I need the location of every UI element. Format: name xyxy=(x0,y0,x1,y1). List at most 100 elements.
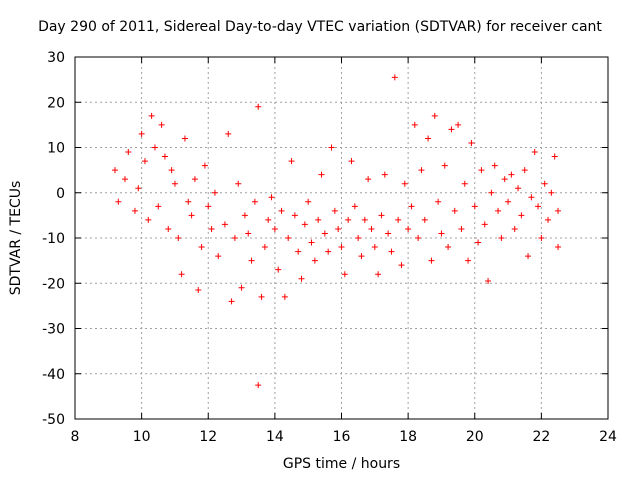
data-point xyxy=(498,235,505,241)
data-point xyxy=(325,248,332,255)
data-point xyxy=(445,244,452,251)
data-point xyxy=(438,230,445,237)
data-point xyxy=(368,225,375,232)
data-point xyxy=(241,212,248,219)
data-point xyxy=(235,180,242,187)
y-tick-label: -50 xyxy=(42,412,65,428)
data-point xyxy=(361,216,368,223)
data-point xyxy=(478,167,485,174)
data-point xyxy=(275,266,282,273)
data-point xyxy=(421,216,428,223)
data-point xyxy=(121,176,128,183)
data-point xyxy=(328,144,335,151)
data-point xyxy=(428,257,435,264)
data-point xyxy=(535,203,542,210)
data-point xyxy=(165,225,172,232)
data-point xyxy=(381,171,388,178)
data-point xyxy=(131,207,138,214)
data-point xyxy=(215,253,222,260)
chart-title: Day 290 of 2011, Sidereal Day-to-day VTE… xyxy=(38,19,602,35)
data-point xyxy=(138,130,145,137)
data-point xyxy=(261,244,268,251)
x-tick-label: 22 xyxy=(532,429,550,445)
data-point xyxy=(185,198,192,205)
data-point xyxy=(465,257,472,264)
data-point xyxy=(505,198,512,205)
data-point xyxy=(291,212,298,219)
data-point xyxy=(285,235,292,241)
data-point xyxy=(555,207,562,214)
data-point xyxy=(515,185,522,192)
data-point xyxy=(551,153,558,160)
data-point xyxy=(175,235,182,241)
data-point xyxy=(155,203,162,210)
data-point xyxy=(271,225,278,232)
data-point xyxy=(425,135,432,142)
data-point xyxy=(475,239,482,246)
data-point xyxy=(468,139,475,146)
data-point xyxy=(305,198,312,205)
data-point xyxy=(508,171,515,178)
data-point xyxy=(435,198,442,205)
data-point xyxy=(258,293,265,300)
data-point xyxy=(525,253,532,260)
data-point xyxy=(548,189,555,196)
x-tick-label: 20 xyxy=(466,429,484,445)
data-point xyxy=(545,216,552,223)
data-point xyxy=(308,239,315,246)
y-tick-label: -30 xyxy=(42,322,65,338)
data-point xyxy=(415,235,422,241)
y-tick-label: 0 xyxy=(56,186,65,202)
data-point xyxy=(151,144,158,151)
data-point xyxy=(538,235,545,241)
data-point xyxy=(255,382,262,389)
grid xyxy=(75,57,608,419)
data-point xyxy=(471,203,478,210)
data-point xyxy=(375,271,382,278)
x-tick-label: 12 xyxy=(199,429,217,445)
data-point xyxy=(198,244,205,251)
data-point xyxy=(345,216,352,223)
data-point xyxy=(388,248,395,255)
data-point xyxy=(338,244,345,251)
data-point xyxy=(188,212,195,219)
data-point xyxy=(191,176,198,183)
data-point xyxy=(351,203,358,210)
y-tick-label: -10 xyxy=(42,231,65,247)
data-point xyxy=(521,167,528,174)
data-point xyxy=(301,221,308,228)
x-axis-label: GPS time / hours xyxy=(282,456,401,472)
data-point xyxy=(265,216,272,223)
data-point xyxy=(491,162,498,169)
y-tick-label: 10 xyxy=(47,141,65,157)
data-point xyxy=(221,221,228,228)
y-tick-label: -40 xyxy=(42,367,65,383)
data-point xyxy=(365,176,372,183)
data-point xyxy=(181,135,188,142)
data-point xyxy=(315,216,322,223)
data-point xyxy=(111,167,118,174)
data-point xyxy=(281,293,288,300)
data-point xyxy=(511,225,518,232)
data-point xyxy=(355,235,362,241)
data-point xyxy=(531,149,538,156)
data-point xyxy=(298,275,305,282)
x-tick-label: 8 xyxy=(71,429,80,445)
data-point xyxy=(208,225,215,232)
data-point xyxy=(115,198,122,205)
data-point xyxy=(408,203,415,210)
data-point xyxy=(318,171,325,178)
x-tick-label: 10 xyxy=(133,429,151,445)
data-point xyxy=(211,189,218,196)
data-point xyxy=(401,180,408,187)
data-point xyxy=(195,287,202,294)
data-point xyxy=(455,121,462,128)
data-point xyxy=(205,203,212,210)
data-point xyxy=(171,180,178,187)
data-point xyxy=(225,130,232,137)
x-tick-label: 24 xyxy=(599,429,617,445)
data-point xyxy=(541,180,548,187)
data-point xyxy=(501,176,508,183)
data-point xyxy=(125,149,132,156)
